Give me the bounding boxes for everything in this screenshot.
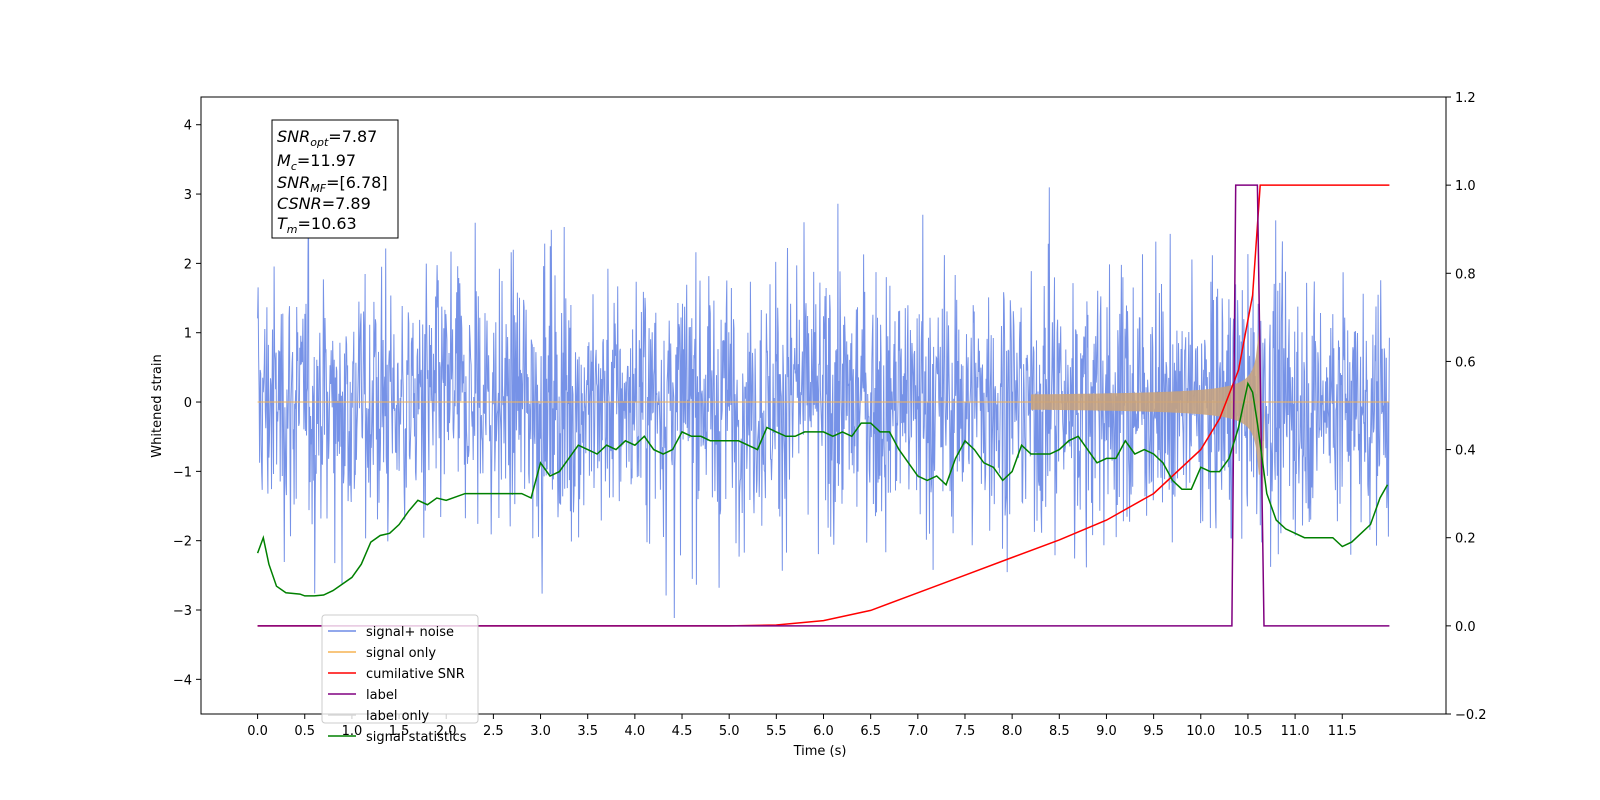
y-left-tick-label: 4: [184, 119, 192, 134]
x-tick-label: 10.5: [1233, 724, 1262, 739]
x-tick-label: 6.0: [813, 724, 834, 739]
y-axis-right-ticks: 1.2 1.0 0.8 0.6 0.4 0.2 0.0 −0.2: [1446, 91, 1487, 723]
stat-tm: Tm=10.63: [277, 214, 357, 236]
legend-label-label-only: label only: [366, 709, 429, 724]
y-right-tick-label: −0.2: [1455, 708, 1487, 723]
x-tick-label: 4.5: [672, 724, 693, 739]
x-axis-label: Time (s): [793, 744, 847, 759]
stat-mc: Mc=11.97: [277, 151, 356, 173]
legend-label-signal-noise: signal+ noise: [366, 625, 454, 640]
x-tick-label: 6.5: [860, 724, 881, 739]
y-left-tick-label: −3: [173, 604, 192, 619]
y-right-tick-label: 1.0: [1455, 179, 1476, 194]
x-tick-label: 0.0: [247, 724, 268, 739]
x-tick-label: 5.5: [766, 724, 787, 739]
x-tick-label: 9.0: [1096, 724, 1117, 739]
legend-frame: [321, 614, 479, 724]
x-tick-label: 9.5: [1143, 724, 1164, 739]
y-left-tick-label: −4: [173, 673, 192, 688]
x-axis-ticks: 0.0 0.5 1.0 1.5 2.0 2.5 3.0 3.5 4.0 4.5 5.0 5.5 6.0 6…: [247, 714, 1357, 739]
y-left-tick-label: 0: [184, 396, 192, 411]
y-left-tick-label: 2: [184, 257, 192, 272]
legend-label-cumulative-snr: cumilative SNR: [366, 667, 465, 682]
x-tick-label: 4.0: [625, 724, 646, 739]
series-cumulative-snr: [257, 184, 1390, 627]
x-tick-label: 5.0: [719, 724, 740, 739]
stat-snr-mf: SNRMF=[6.78]: [277, 173, 388, 195]
y-left-tick-label: 1: [184, 327, 192, 342]
x-tick-label: 3.5: [577, 724, 598, 739]
y-right-tick-label: 0.0: [1455, 620, 1476, 635]
y-right-tick-label: 0.8: [1455, 267, 1476, 282]
y-right-tick-label: 0.2: [1455, 532, 1476, 547]
x-tick-label: 11.5: [1328, 724, 1357, 739]
series-signal-only-envelope: [1031, 329, 1265, 496]
x-tick-label: 0.5: [294, 724, 315, 739]
x-tick-label: 8.5: [1049, 724, 1070, 739]
stat-csnr: CSNR=7.89: [277, 194, 371, 213]
x-tick-label: 8.0: [1002, 724, 1023, 739]
stat-snr-opt: SNRopt=7.87: [277, 127, 377, 149]
series-signal-noise: [257, 187, 1390, 619]
legend: signal+ noise signal only cumilative SNR la…: [321, 614, 479, 745]
x-tick-label: 2.5: [483, 724, 504, 739]
series-layer: [256, 184, 1390, 627]
legend-label-signal-only: signal only: [366, 646, 436, 661]
y-axis-label: Whitened strain: [150, 354, 165, 457]
stats-box-frame: [271, 119, 399, 239]
y-right-tick-label: 0.6: [1455, 355, 1476, 370]
x-tick-label: 11.0: [1281, 724, 1310, 739]
y-right-tick-label: 0.4: [1455, 444, 1476, 459]
x-tick-label: 3.0: [530, 724, 551, 739]
x-tick-label: 7.0: [907, 724, 928, 739]
y-axis-left-ticks: 4 3 2 1 0 −1 −2 −3 −4: [173, 119, 201, 688]
series-label: [257, 184, 1390, 627]
x-tick-label: 7.5: [955, 724, 976, 739]
x-tick-label: 1.5: [389, 724, 410, 739]
legend-label-signal-statistics: signal statistics: [366, 730, 467, 745]
series-signal-statistics: [256, 381, 1389, 597]
stats-box: SNRopt=7.87 Mc=11.97 SNRMF=[6.78] CSNR=7…: [271, 119, 399, 239]
y-left-tick-label: −1: [173, 465, 192, 480]
x-tick-label: 10.0: [1186, 724, 1215, 739]
legend-label-label: label: [366, 688, 397, 703]
y-left-tick-label: 3: [184, 188, 192, 203]
y-right-tick-label: 1.2: [1455, 91, 1476, 106]
y-left-tick-label: −2: [173, 535, 192, 550]
x-tick-label: 2.0: [436, 724, 457, 739]
